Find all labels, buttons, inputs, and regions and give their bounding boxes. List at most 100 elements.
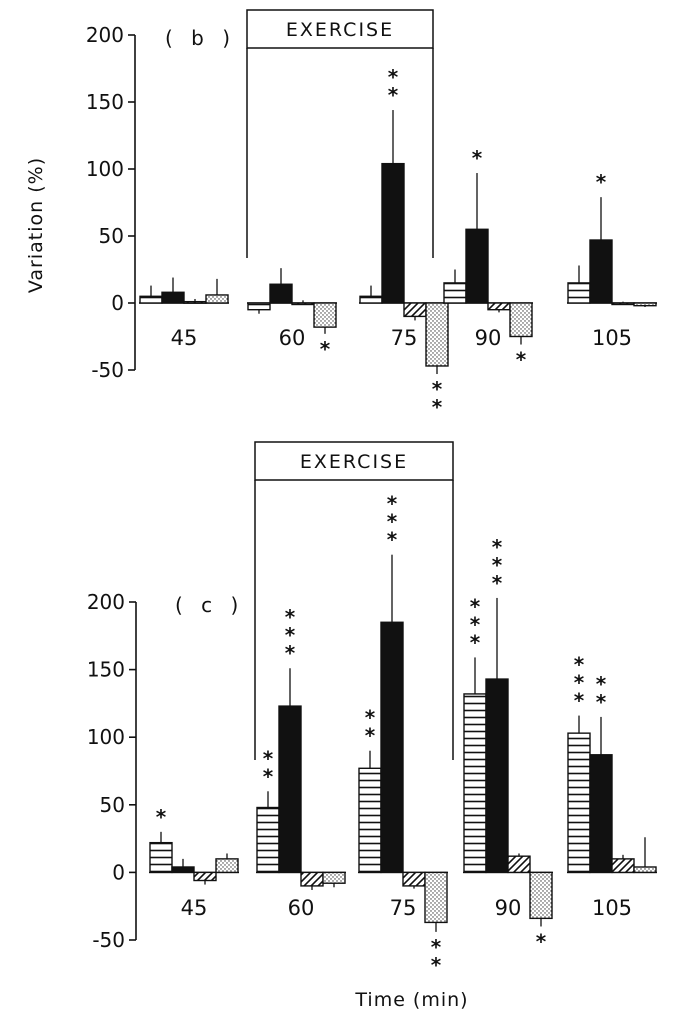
- panel-c-bar-dotted: [529, 871, 553, 920]
- panel-b-bar-solid-black: [589, 239, 613, 304]
- panel-c-significance-mark: *: [470, 612, 481, 636]
- panel-b-y-tick-label: 50: [99, 224, 124, 248]
- panel-c-bar-solid-black: [380, 621, 404, 874]
- panel-c-significance-mark: *: [596, 690, 607, 714]
- panel-c-bar-dotted: [633, 866, 657, 874]
- panel-c-category-label: 105: [592, 896, 632, 920]
- panel-b-significance-mark: *: [388, 65, 399, 89]
- panel-c-significance-mark: *: [156, 805, 167, 829]
- panel-c-y-tick-label: 0: [112, 860, 125, 884]
- panel-b-bar-dotted: [425, 302, 449, 367]
- panel-c-significance-mark: *: [492, 571, 503, 595]
- panel-c-bar-solid-black: [171, 866, 195, 874]
- panel-b-significance-mark: *: [320, 337, 331, 361]
- panel-b-y-tick-label: 0: [111, 291, 124, 315]
- panel-b-significance-mark: *: [596, 170, 607, 194]
- panel-b-bar-diagonal-hatched: [487, 302, 511, 311]
- panel-c-bar-dotted: [424, 871, 448, 924]
- panel-c-category-label: 90: [495, 896, 522, 920]
- panel-c-significance-mark: *: [470, 630, 481, 654]
- panel-c-bar-solid-black: [485, 678, 509, 874]
- panel-b-y-tick-label: 100: [86, 157, 124, 181]
- panel-c-significance-mark: *: [285, 641, 296, 665]
- panel-b-bar-solid-black: [161, 291, 185, 304]
- panel-c-significance-mark: *: [574, 653, 585, 677]
- panel-b-label: ( b ): [165, 26, 236, 50]
- panel-c-bar-dotted: [215, 858, 239, 874]
- panel-c-exercise-box: EXERCISE: [254, 441, 454, 760]
- panel-b-significance-mark: *: [432, 395, 443, 419]
- panel-b-category-label: 75: [391, 326, 418, 350]
- panel-b-category-label: 60: [279, 326, 306, 350]
- panel-b-bar-horizontal-striped: [247, 302, 271, 311]
- panel-c-bar-horizontal-striped: [256, 806, 280, 874]
- panel-c-significance-mark: *: [387, 528, 398, 552]
- panel-b-bar-dotted: [205, 294, 229, 304]
- panel-b-significance-mark: *: [432, 377, 443, 401]
- panel-b-category-label: 105: [592, 326, 632, 350]
- panel-c-significance-mark: *: [285, 623, 296, 647]
- panel-c-significance-mark: *: [387, 492, 398, 516]
- panel-b-exercise-box: EXERCISE: [246, 9, 434, 258]
- panel-b-bar-diagonal-hatched: [183, 300, 207, 304]
- panel-c-significance-mark: *: [492, 535, 503, 559]
- panel-b-bar-horizontal-striped: [567, 282, 591, 304]
- panel-c-bar-diagonal-hatched: [300, 871, 324, 887]
- panel-c-y-tick-label: 150: [87, 658, 125, 682]
- panel-b-y-tick-label: 150: [86, 90, 124, 114]
- panel-c-category-label: 60: [288, 896, 315, 920]
- panel-c-y-tick-label: 100: [87, 725, 125, 749]
- panel-b-bar-diagonal-hatched: [403, 302, 427, 318]
- panel-c-significance-mark: *: [431, 953, 442, 977]
- panel-c-bar-solid-black: [278, 705, 302, 874]
- panel-c-y-tick-label: 200: [87, 590, 125, 614]
- x-axis-title: Time (min): [354, 989, 468, 1011]
- panel-c-significance-mark: *: [387, 510, 398, 534]
- panel-b-bar-dotted: [509, 302, 533, 338]
- panel-c-significance-mark: *: [263, 764, 274, 788]
- panel-b-bar-solid-black: [381, 162, 405, 304]
- panel-c-label: ( c ): [175, 593, 244, 617]
- panel-b-significance-mark: *: [472, 146, 483, 170]
- panel-c-bar-dotted: [322, 871, 346, 884]
- y-axis-title: Variation (%): [25, 157, 47, 293]
- panel-b-bar-horizontal-striped: [359, 295, 383, 304]
- panel-c-significance-mark: *: [536, 929, 547, 953]
- panel-b-y-tick-label: 200: [86, 23, 124, 47]
- panel-b-bar-solid-black: [465, 228, 489, 304]
- panel-c-bar-horizontal-striped: [463, 693, 487, 874]
- panel-c-y-tick-label: -50: [92, 928, 125, 952]
- panel-c-bar-diagonal-hatched: [402, 871, 426, 887]
- panel-c-significance-mark: *: [263, 746, 274, 770]
- panel-c-significance-mark: *: [365, 724, 376, 748]
- panel-c-significance-mark: *: [574, 671, 585, 695]
- panel-c-bar-horizontal-striped: [149, 841, 173, 874]
- panel-c-significance-mark: *: [365, 706, 376, 730]
- panel-c-bar-horizontal-striped: [567, 732, 591, 874]
- panel-b-bar-horizontal-striped: [139, 295, 163, 304]
- panel-b-significance-mark: *: [388, 83, 399, 107]
- panel-c-category-label: 75: [390, 896, 417, 920]
- panel-b-category-label: 90: [475, 326, 502, 350]
- panel-b-bar-dotted: [313, 302, 337, 328]
- panel-b-bar-diagonal-hatched: [611, 302, 635, 306]
- panel-c-significance-mark: *: [470, 594, 481, 618]
- panel-c-bar-diagonal-hatched: [507, 855, 531, 874]
- panel-c-exercise-label: EXERCISE: [300, 451, 408, 473]
- panel-c-significance-mark: *: [596, 672, 607, 696]
- panel-c-significance-mark: *: [574, 689, 585, 713]
- panel-c-bar-diagonal-hatched: [611, 858, 635, 874]
- panel-b-category-label: 45: [171, 326, 198, 350]
- panel-c-category-label: 45: [181, 896, 208, 920]
- panel-b-bar-solid-black: [269, 283, 293, 304]
- panel-c-bar-horizontal-striped: [358, 767, 382, 874]
- panel-b-significance-mark: *: [516, 348, 527, 372]
- panel-b-y-tick-label: -50: [91, 358, 124, 382]
- panel-b-exercise-label: EXERCISE: [286, 19, 394, 41]
- panel-b-bar-horizontal-striped: [443, 282, 467, 304]
- panel-b-bar-diagonal-hatched: [291, 302, 315, 306]
- panel-c-significance-mark: *: [492, 553, 503, 577]
- panel-c-bar-solid-black: [589, 754, 613, 874]
